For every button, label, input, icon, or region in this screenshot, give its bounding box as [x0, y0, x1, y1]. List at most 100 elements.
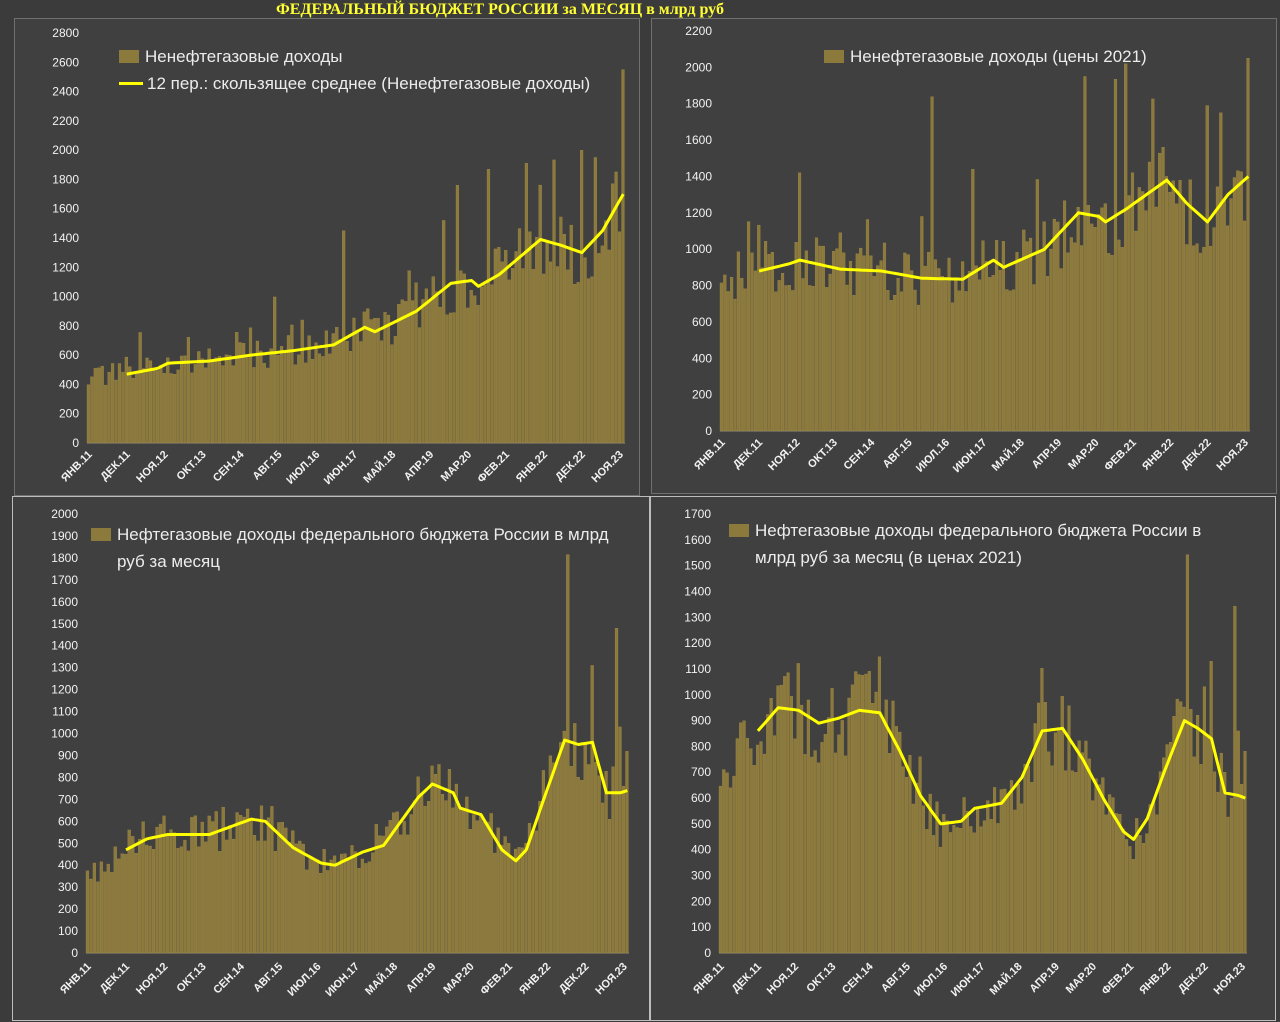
bar — [855, 253, 859, 432]
bar — [1067, 705, 1071, 954]
bar — [350, 845, 354, 954]
y-tick-label: 1600 — [52, 202, 79, 216]
bar — [921, 805, 926, 954]
bar — [992, 787, 997, 954]
bar — [784, 285, 788, 432]
bar — [1141, 191, 1145, 432]
y-tick-label: 0 — [72, 436, 79, 450]
bar — [982, 820, 986, 954]
x-tick-label: СЕН.14 — [211, 960, 247, 996]
y-tick-label: 1200 — [685, 206, 712, 220]
bar — [1070, 770, 1074, 954]
y-tick-label: 1700 — [684, 507, 711, 521]
bar — [1117, 239, 1121, 432]
bar — [753, 270, 757, 432]
x-tick-label: МАЙ.18 — [361, 448, 399, 486]
bar — [155, 826, 159, 954]
x-tick-label: ДЕК.22 — [553, 449, 588, 484]
bar — [1185, 244, 1189, 432]
x-tick-label: ДЕК.22 — [1179, 437, 1214, 472]
bar — [552, 159, 556, 444]
bar — [850, 684, 854, 954]
bar — [776, 685, 780, 954]
bar — [904, 777, 909, 954]
bar — [406, 834, 410, 954]
y-tick-label: 2000 — [51, 507, 78, 521]
bar — [901, 766, 905, 954]
bar — [287, 842, 291, 954]
bar — [872, 276, 876, 432]
bar — [1188, 179, 1192, 432]
bar — [749, 748, 753, 954]
bar — [918, 756, 922, 954]
bar — [225, 839, 229, 954]
bar — [504, 250, 508, 444]
bar — [908, 754, 912, 954]
bar — [465, 796, 469, 954]
bar — [496, 827, 500, 954]
bar — [521, 268, 525, 444]
bar — [1175, 698, 1179, 954]
x-tick-label: АПР.19 — [404, 961, 438, 995]
bar — [996, 823, 1000, 954]
bar — [1059, 268, 1063, 432]
legend-swatch-bar — [824, 50, 844, 63]
bar — [789, 696, 794, 954]
legend-swatch-bar — [119, 50, 139, 63]
bar — [933, 259, 937, 432]
bar — [193, 364, 197, 444]
bar — [864, 673, 868, 954]
bar — [228, 825, 232, 954]
bar — [162, 815, 166, 954]
bar — [573, 283, 577, 444]
x-tick-label: СЕН.14 — [840, 960, 876, 996]
x-tick-label: ДЕК.11 — [98, 961, 132, 995]
bar — [455, 185, 460, 444]
bar — [466, 307, 470, 444]
bar — [1202, 686, 1206, 954]
bar — [305, 869, 309, 954]
bar — [1023, 764, 1027, 954]
bar — [235, 812, 239, 954]
x-tick-label: СЕН.14 — [211, 448, 247, 484]
bar — [808, 285, 812, 432]
bar — [97, 367, 101, 444]
y-tick-label: 1100 — [685, 662, 711, 676]
bar — [172, 832, 177, 954]
bar — [407, 270, 411, 444]
x-tick-label: АПР.19 — [1030, 437, 1064, 471]
bar — [179, 846, 184, 954]
x-tick-label: ИЮН.17 — [322, 449, 361, 488]
y-tick-label: 500 — [58, 836, 78, 850]
bar — [1137, 187, 1141, 432]
bar — [995, 240, 999, 432]
bar — [888, 753, 892, 954]
bar — [1108, 794, 1112, 954]
bar — [399, 834, 403, 954]
bar — [876, 265, 880, 432]
bar — [957, 290, 961, 432]
bar — [486, 821, 490, 954]
y-tick-label: 1100 — [52, 705, 78, 719]
bar — [1096, 214, 1101, 432]
bar — [121, 371, 125, 444]
bar — [723, 274, 727, 432]
x-tick-label: НОЯ.12 — [134, 961, 170, 997]
bar — [461, 810, 465, 954]
bar — [385, 826, 389, 954]
bar — [211, 821, 215, 954]
bar — [935, 801, 939, 954]
bar — [131, 836, 135, 954]
bar — [545, 242, 549, 444]
y-tick-label: 300 — [58, 880, 78, 894]
x-tick-label: ИЮН.17 — [323, 961, 362, 1000]
bar — [437, 764, 441, 954]
y-tick-label: 1000 — [52, 290, 79, 304]
legend-label: Ненефтегазовые доходы — [145, 47, 343, 66]
bar — [283, 353, 287, 444]
moving-average-line — [125, 738, 628, 867]
bar — [107, 371, 111, 444]
y-tick-label: 2400 — [52, 85, 79, 99]
bar — [1215, 186, 1219, 432]
bar — [1091, 800, 1095, 954]
